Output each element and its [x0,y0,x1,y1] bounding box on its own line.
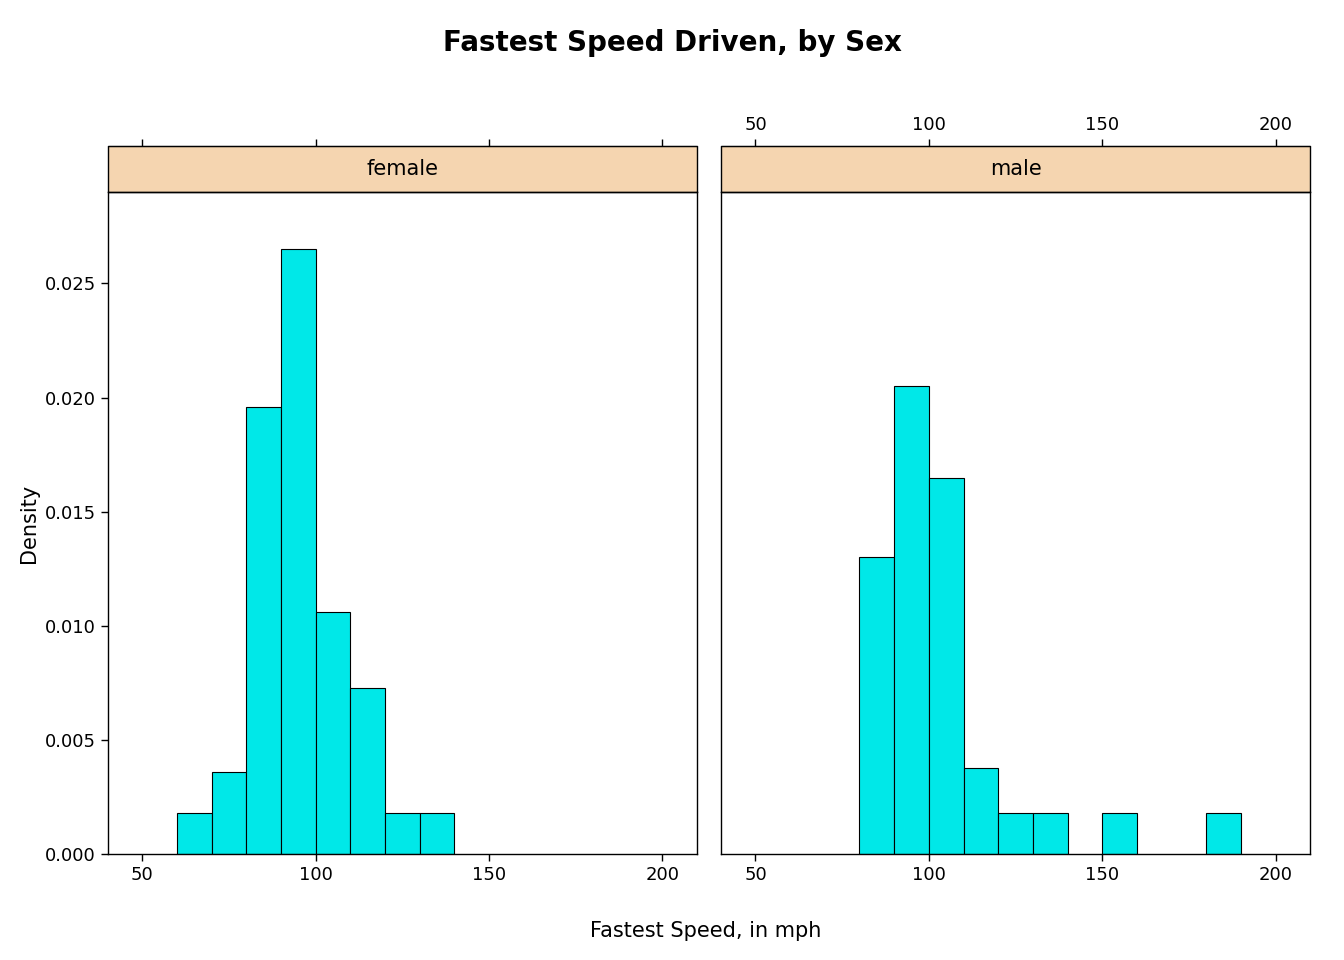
FancyBboxPatch shape [108,146,698,192]
Text: female: female [367,158,438,179]
Bar [246,407,281,854]
Y-axis label: Density: Density [19,484,39,563]
Bar [1034,813,1067,854]
Bar [860,558,894,854]
Bar [351,687,384,854]
Bar [929,477,964,854]
Bar [1102,813,1137,854]
Bar [894,386,929,854]
Text: Fastest Speed Driven, by Sex: Fastest Speed Driven, by Sex [442,29,902,57]
Bar [964,768,999,854]
Bar [419,813,454,854]
Text: male: male [989,158,1042,179]
Bar [177,813,211,854]
Bar [384,813,419,854]
Bar [1207,813,1241,854]
Bar [316,612,351,854]
Bar [281,249,316,854]
Bar [999,813,1034,854]
FancyBboxPatch shape [720,146,1310,192]
Bar [211,772,246,854]
Text: Fastest Speed, in mph: Fastest Speed, in mph [590,922,821,941]
